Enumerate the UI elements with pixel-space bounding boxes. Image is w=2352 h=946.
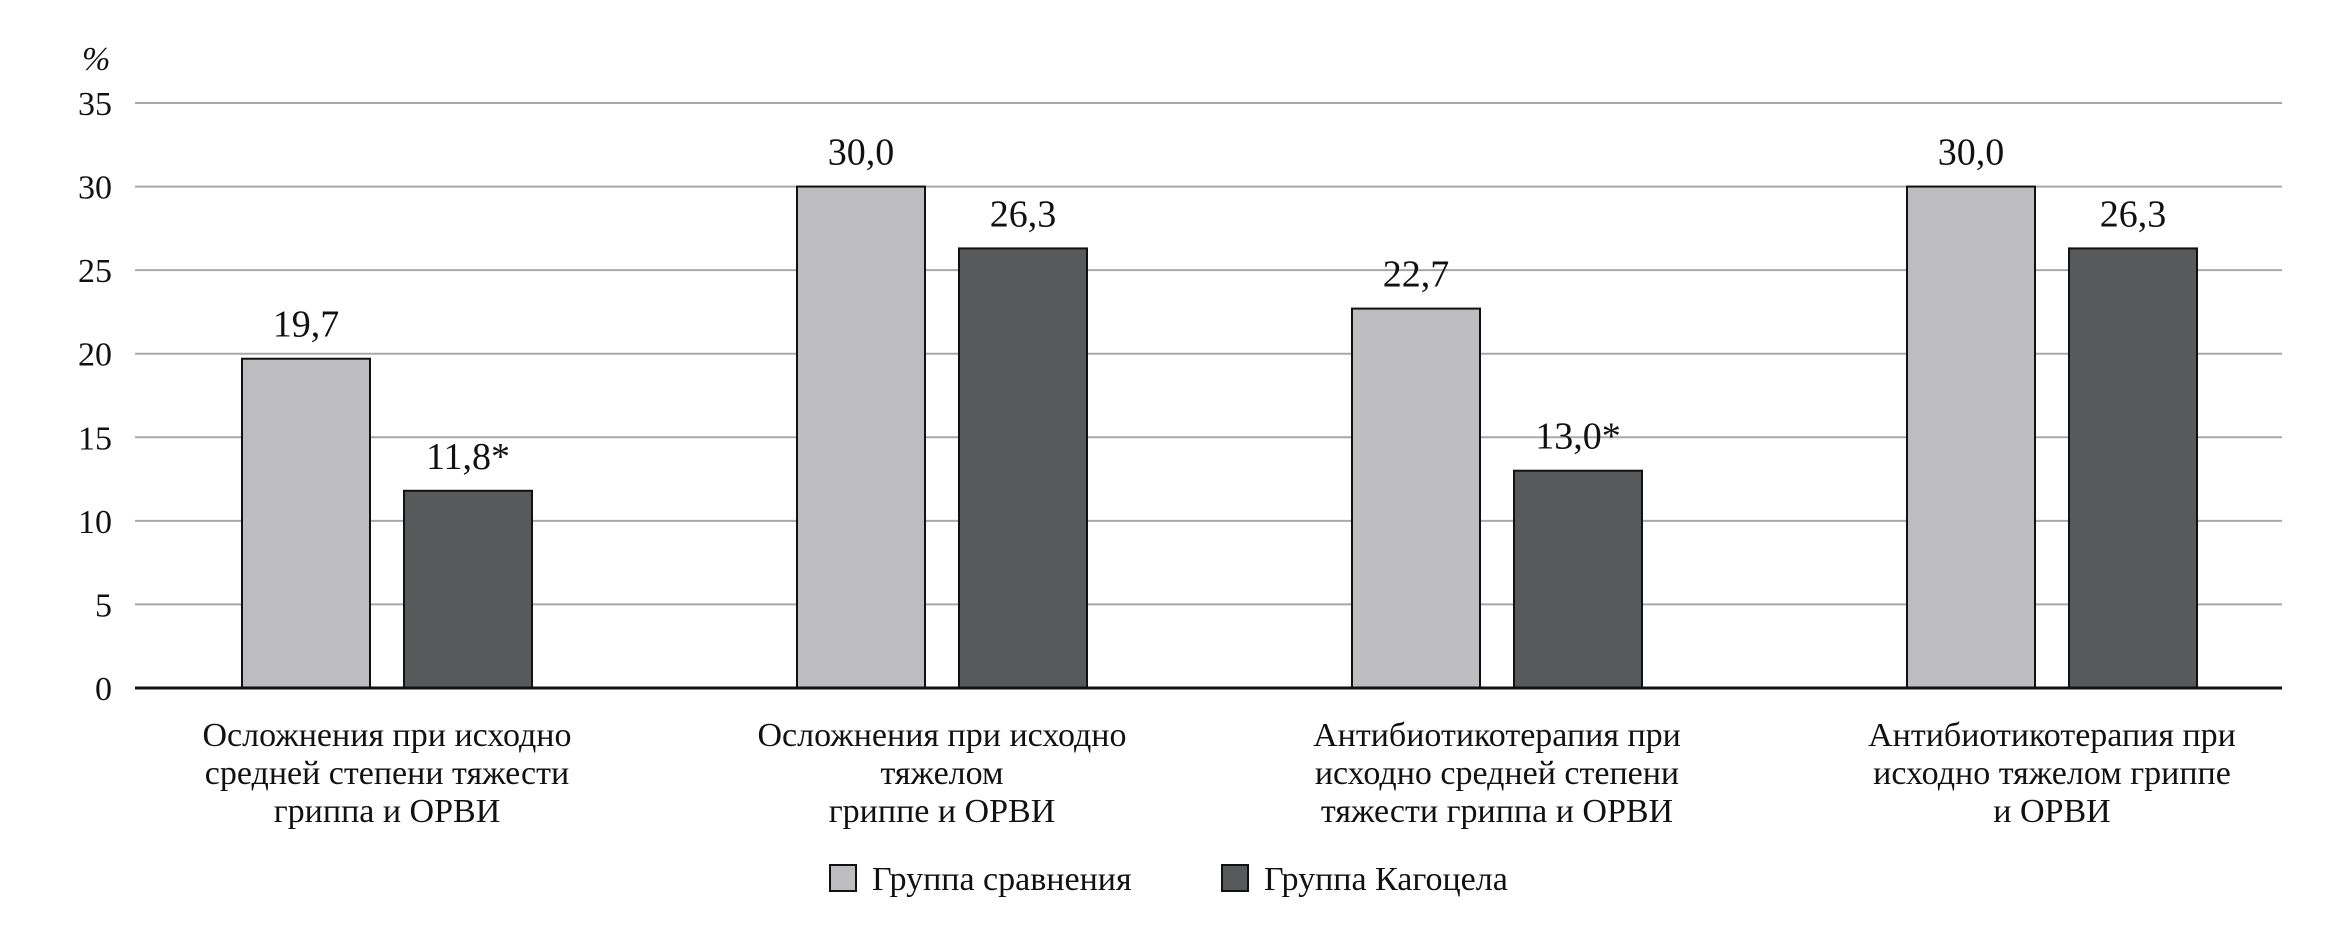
y-tick-label: 10 — [78, 504, 112, 541]
y-tick-label: 35 — [78, 86, 112, 123]
y-tick-label: 20 — [78, 337, 112, 374]
x-category-label: тяжести гриппа и ОРВИ — [1321, 793, 1673, 830]
bar — [1351, 307, 1481, 689]
bar — [403, 489, 533, 689]
data-label: 30,0 — [828, 132, 895, 174]
legend-swatch — [829, 864, 857, 892]
data-label: 30,0 — [1938, 132, 2005, 174]
y-tick-label: 30 — [78, 170, 112, 207]
y-unit-label: % — [82, 41, 110, 78]
data-label: 13,0* — [1535, 416, 1621, 458]
y-tick-label: 5 — [95, 587, 112, 624]
y-tick-label: 0 — [95, 671, 112, 708]
bar — [1513, 469, 1643, 690]
data-label: 19,7 — [273, 304, 340, 346]
x-category-label: гриппе и ОРВИ — [829, 793, 1056, 830]
bar — [1906, 185, 2036, 689]
data-label: 11,8* — [426, 436, 510, 478]
x-category-label: исходно тяжелом гриппе — [1873, 755, 2231, 792]
legend-label: Группа сравнения — [872, 861, 1132, 898]
bar — [241, 357, 371, 689]
legend-label: Группа Кагоцела — [1264, 861, 1508, 898]
bar — [796, 185, 926, 689]
x-category-label: исходно средней степени — [1315, 755, 1679, 792]
x-category-label: Осложнения при исходно — [757, 717, 1126, 754]
data-label: 26,3 — [2100, 193, 2167, 235]
data-label: 26,3 — [990, 193, 1057, 235]
x-category-label: Осложнения при исходно — [202, 717, 571, 754]
x-category-label: и ОРВИ — [1993, 793, 2110, 830]
legend-swatch — [1221, 864, 1249, 892]
x-category-label: тяжелом — [880, 755, 1003, 792]
x-category-label: Антибиотикотерапия при — [1868, 717, 2236, 754]
y-tick-label: 25 — [78, 253, 112, 290]
x-category-label: средней степени тяжести — [205, 755, 569, 792]
bar — [2068, 247, 2198, 690]
bar — [958, 247, 1088, 690]
data-label: 22,7 — [1383, 254, 1450, 296]
x-category-label: гриппа и ОРВИ — [274, 793, 501, 830]
x-category-label: Антибиотикотерапия при — [1313, 717, 1681, 754]
y-tick-label: 15 — [78, 420, 112, 457]
